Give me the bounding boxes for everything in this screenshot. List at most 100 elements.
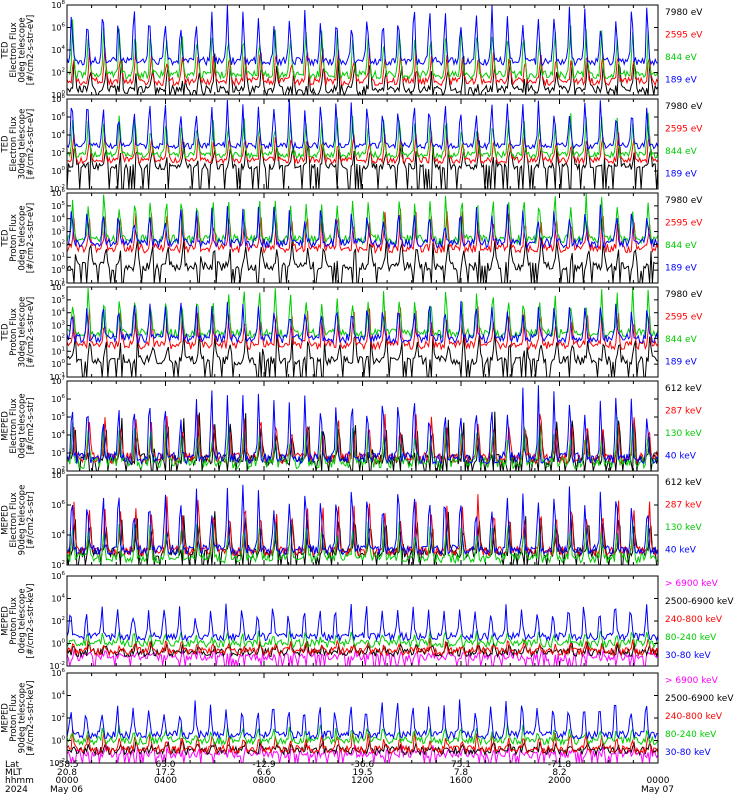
mlt-label: 8.2 <box>552 768 566 778</box>
legend-entry: 189 eV <box>665 76 698 86</box>
legend-entry: > 6900 keV <box>665 579 719 589</box>
y-tick-label: 104 <box>51 691 65 701</box>
y-tick-label: 104 <box>51 214 65 224</box>
panel-7: MEPEDProton Flux0deg telescope[#/cm2-s-s… <box>0 571 734 671</box>
y-tick-label: 10-1 <box>49 278 65 288</box>
y-axis-title: MEPEDProton Flux90deg telescope[#/cm2-s-… <box>0 681 36 756</box>
lat-label: -71.8 <box>548 760 572 770</box>
mlt-label: 7.8 <box>454 768 469 778</box>
legend-entry: 80-240 keV <box>665 730 717 740</box>
series-844-ev-line <box>66 192 659 246</box>
y-tick-label: 104 <box>51 130 65 140</box>
y-tick-label: 103 <box>51 448 65 458</box>
legend-entry: 30-80 keV <box>665 651 711 661</box>
panel-1: TEDElectron Flux0deg telescope[#/cm2-s-s… <box>0 0 703 100</box>
legend-entry: 189 eV <box>665 170 698 180</box>
y-tick-label: 106 <box>51 188 65 198</box>
y-tick-label: 108 <box>51 94 65 104</box>
y-tick-label: 106 <box>51 282 65 292</box>
legend-entry: 7980 eV <box>665 102 703 112</box>
y-tick-label: 106 <box>51 500 65 510</box>
series-30-80-kev-line <box>66 699 659 741</box>
y-tick-label: 100 <box>51 166 65 176</box>
lat-label: -12.9 <box>252 760 276 770</box>
legend-entry: 844 eV <box>665 241 698 251</box>
legend-entry: 2595 eV <box>665 31 703 41</box>
legend-entry: 612 keV <box>665 384 702 394</box>
legend-entry: 287 keV <box>665 407 702 417</box>
series-30-80-kev-line <box>66 603 659 643</box>
series-2595-ev-line <box>67 131 659 165</box>
panel-3: TEDProton Flux0deg telescope[#/cm2-s-str… <box>0 188 703 288</box>
series-80-240-kev-line <box>66 723 659 747</box>
y-tick-label: 100 <box>51 736 65 746</box>
panel-6: MEPEDElectron Flux90deg telescope[#/cm2-… <box>0 470 702 570</box>
lat-label: -36.6 <box>351 760 375 770</box>
mlt-label: 17.2 <box>155 768 175 778</box>
time-label: 2000 <box>548 776 571 786</box>
y-tick-label: 105 <box>51 201 65 211</box>
legend-entry: 844 eV <box>665 335 698 345</box>
x-axis-row-label: 2024 <box>5 785 28 795</box>
series-2500-6900-kev-line <box>66 737 659 757</box>
legend-entry: 40 keV <box>665 452 697 462</box>
y-axis-title: MEPEDElectron Flux90deg telescope[#/cm2-… <box>0 485 36 556</box>
y-axis-title: MEPEDProton Flux0deg telescope[#/cm2-s-s… <box>0 584 36 659</box>
y-tick-label: 105 <box>51 295 65 305</box>
series-2500-6900-kev-line <box>66 640 659 659</box>
legend-entry: 612 keV <box>665 478 702 488</box>
y-axis-title: TEDProton Flux0deg telescope[#/cm2-s-str… <box>0 203 36 273</box>
y-tick-label: 106 <box>51 668 65 678</box>
y-tick-label: 100 <box>51 90 65 100</box>
mlt-label: 20.8 <box>57 768 77 778</box>
y-tick-label: 106 <box>51 23 65 33</box>
y-tick-label: 106 <box>51 112 65 122</box>
lat-label: -58.5 <box>55 760 78 770</box>
legend-entry: > 6900 keV <box>665 676 719 686</box>
x-axis-row-label: MLT <box>5 768 23 778</box>
legend-entry: 2595 eV <box>665 219 703 229</box>
time-label: 0400 <box>154 776 177 786</box>
y-tick-label: 104 <box>51 45 65 55</box>
series-7980-ev-line <box>66 332 659 378</box>
y-tick-label: 101 <box>51 252 65 262</box>
y-tick-label: 102 <box>51 68 65 78</box>
legend-entry: 30-80 keV <box>665 748 711 758</box>
series-7980-ev-line <box>66 237 659 284</box>
series-130-kev-line <box>66 520 659 565</box>
date-label: May 07 <box>641 785 674 795</box>
series-844-ev-line <box>66 112 659 160</box>
series-612-kev-line <box>66 411 659 472</box>
y-tick-label: 10-2 <box>49 758 65 768</box>
series-189-ev-line <box>66 4 659 67</box>
legend-entry: 287 keV <box>665 501 702 511</box>
legend-entry: 7980 eV <box>665 290 703 300</box>
series-240-800-kev-line <box>66 638 659 658</box>
legend-entry: 130 keV <box>665 523 702 533</box>
y-tick-label: 104 <box>51 430 65 440</box>
y-tick-label: 102 <box>51 148 65 158</box>
series-287-kev-line <box>66 494 659 558</box>
y-tick-label: 100 <box>51 265 65 275</box>
time-label: 0000 <box>647 776 670 786</box>
y-tick-label: 102 <box>51 333 65 343</box>
y-tick-label: 104 <box>51 308 65 318</box>
y-tick-label: 10-1 <box>49 372 65 382</box>
y-tick-label: 10-2 <box>49 661 65 671</box>
legend-entry: 189 eV <box>665 264 698 274</box>
legend-entry: 130 keV <box>665 429 702 439</box>
series-189-ev-line <box>66 99 659 151</box>
y-tick-label: 104 <box>51 594 65 604</box>
date-label: May 06 <box>50 785 83 795</box>
y-tick-label: 105 <box>51 412 65 422</box>
y-axis-title: TEDElectron Flux0deg telescope[#/cm2-s-s… <box>0 15 36 85</box>
lat-label: 75.1 <box>451 760 471 770</box>
legend-entry: 189 eV <box>665 358 698 368</box>
y-tick-label: 102 <box>51 466 65 476</box>
legend-entry: 40 keV <box>665 546 697 556</box>
legend-entry: 80-240 keV <box>665 633 717 643</box>
series-2595-ev-line <box>66 306 659 351</box>
y-tick-label: 101 <box>51 346 65 356</box>
